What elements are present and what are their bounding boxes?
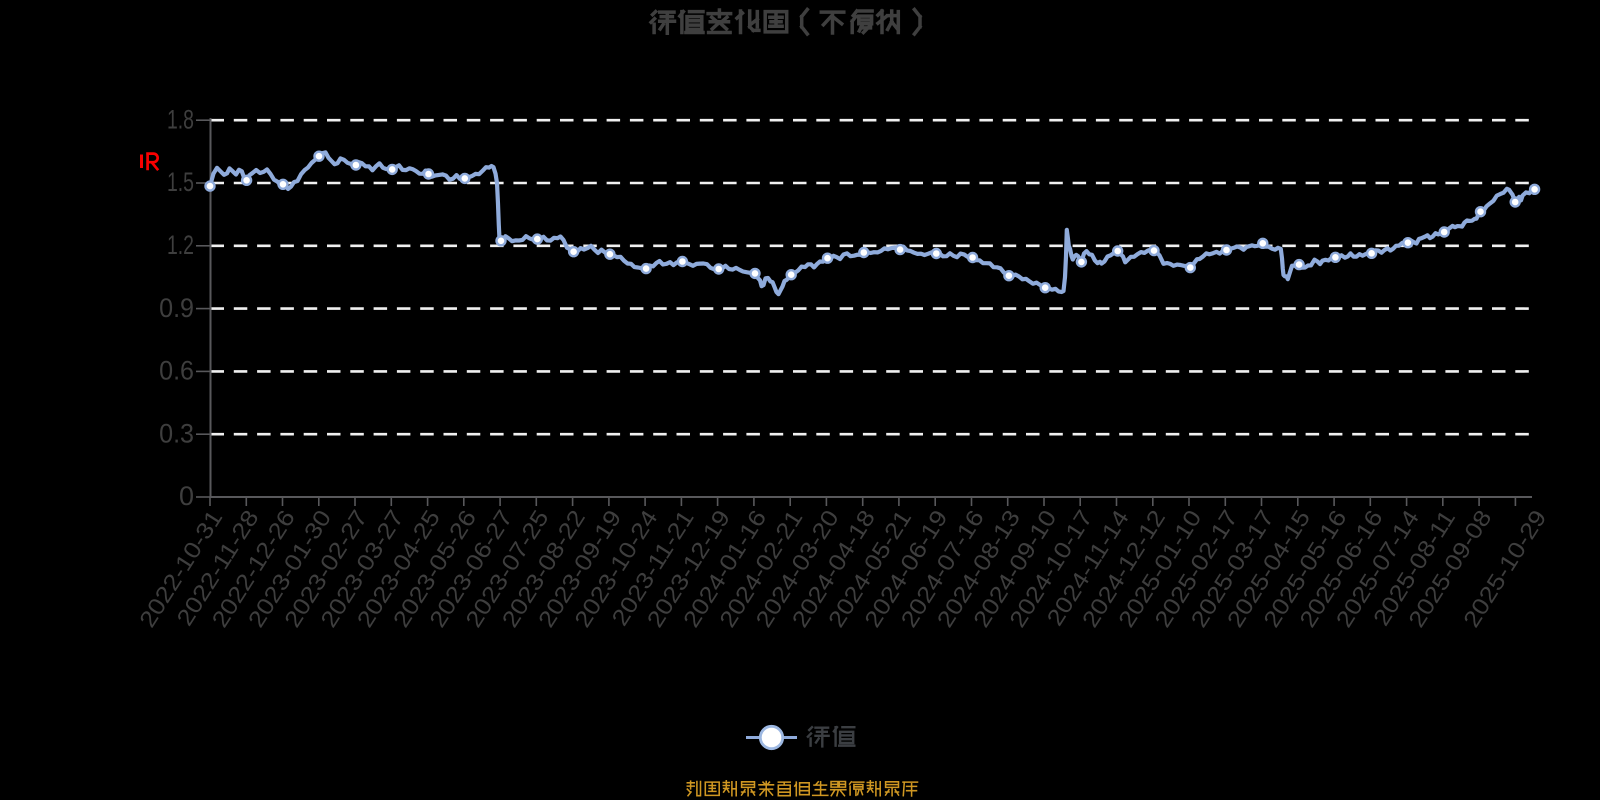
- svg-text:0.6: 0.6: [159, 355, 194, 386]
- svg-text:0: 0: [179, 481, 194, 511]
- svg-text:1.2: 1.2: [167, 230, 194, 260]
- svg-text:0.3: 0.3: [159, 418, 194, 449]
- svg-text:0.9: 0.9: [159, 292, 194, 323]
- svg-text:1.8: 1.8: [167, 104, 194, 134]
- svg-text:1.5: 1.5: [167, 167, 194, 197]
